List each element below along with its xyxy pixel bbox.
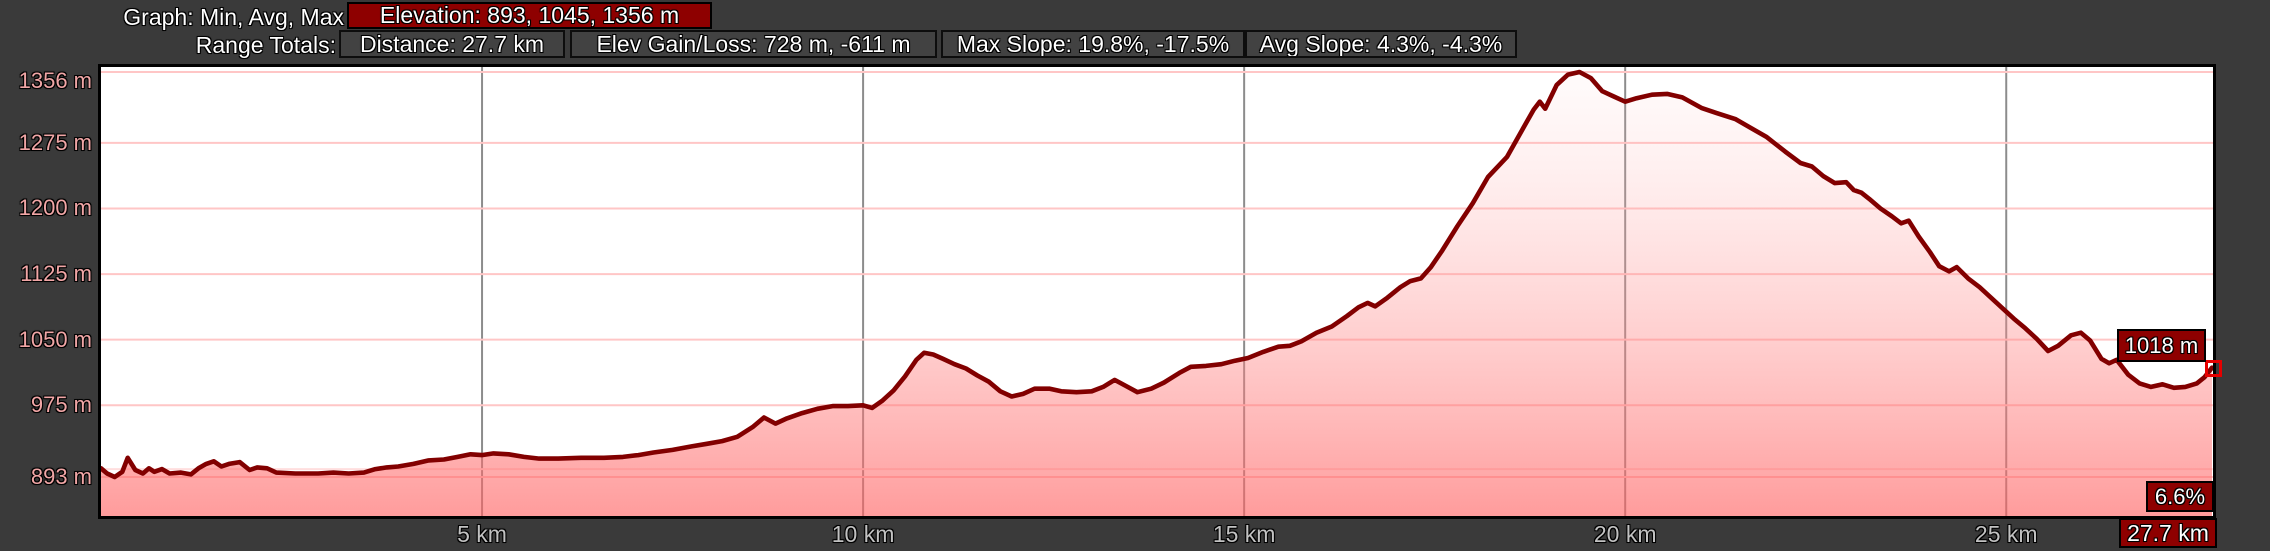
x-axis-tick-label: 15 km bbox=[1212, 521, 1276, 547]
elevation-summary-badge: Elevation: 893, 1045, 1356 m bbox=[347, 2, 712, 29]
x-axis-tick-label: 10 km bbox=[831, 521, 895, 547]
graph-series-label: Graph: Min, Avg, Max bbox=[123, 4, 344, 30]
cursor-position-marker-icon bbox=[2205, 360, 2222, 377]
range-totals-label: Range Totals: bbox=[195, 32, 336, 58]
cursor-distance-badge: 27.7 km bbox=[2119, 518, 2217, 548]
range-totals-stats: Distance: 27.7 km Elev Gain/Loss: 728 m, … bbox=[339, 30, 1517, 58]
elevation-plot-area[interactable] bbox=[98, 64, 2216, 519]
y-axis-tick-label: 1200 m bbox=[18, 195, 92, 221]
elevation-profile-line bbox=[101, 69, 2213, 480]
elevation-area-fill bbox=[101, 72, 2212, 516]
elevation-profile-chart[interactable] bbox=[101, 67, 2213, 516]
x-axis-tick-label: 25 km bbox=[1974, 521, 2038, 547]
range-stat-box: Max Slope: 19.8%, -17.5% bbox=[941, 30, 1245, 58]
y-axis-tick-label: 1275 m bbox=[18, 129, 92, 155]
x-axis-tick-label: 5 km bbox=[457, 521, 507, 547]
range-stat-box: Avg Slope: 4.3%, -4.3% bbox=[1245, 30, 1517, 58]
cursor-slope-badge: 6.6% bbox=[2146, 481, 2214, 512]
range-stat-box: Distance: 27.7 km bbox=[339, 30, 565, 58]
range-stat-box: Elev Gain/Loss: 728 m, -611 m bbox=[570, 30, 937, 58]
y-axis-tick-label: 1125 m bbox=[20, 261, 92, 287]
y-axis-tick-label: 1356 m bbox=[18, 68, 92, 93]
cursor-elevation-badge: 1018 m bbox=[2117, 329, 2206, 362]
x-axis-tick-label: 20 km bbox=[1593, 521, 1657, 547]
y-axis-tick-label: 893 m bbox=[30, 464, 92, 489]
y-axis-tick-label: 1050 m bbox=[18, 326, 92, 352]
y-axis-tick-label: 975 m bbox=[30, 392, 92, 418]
